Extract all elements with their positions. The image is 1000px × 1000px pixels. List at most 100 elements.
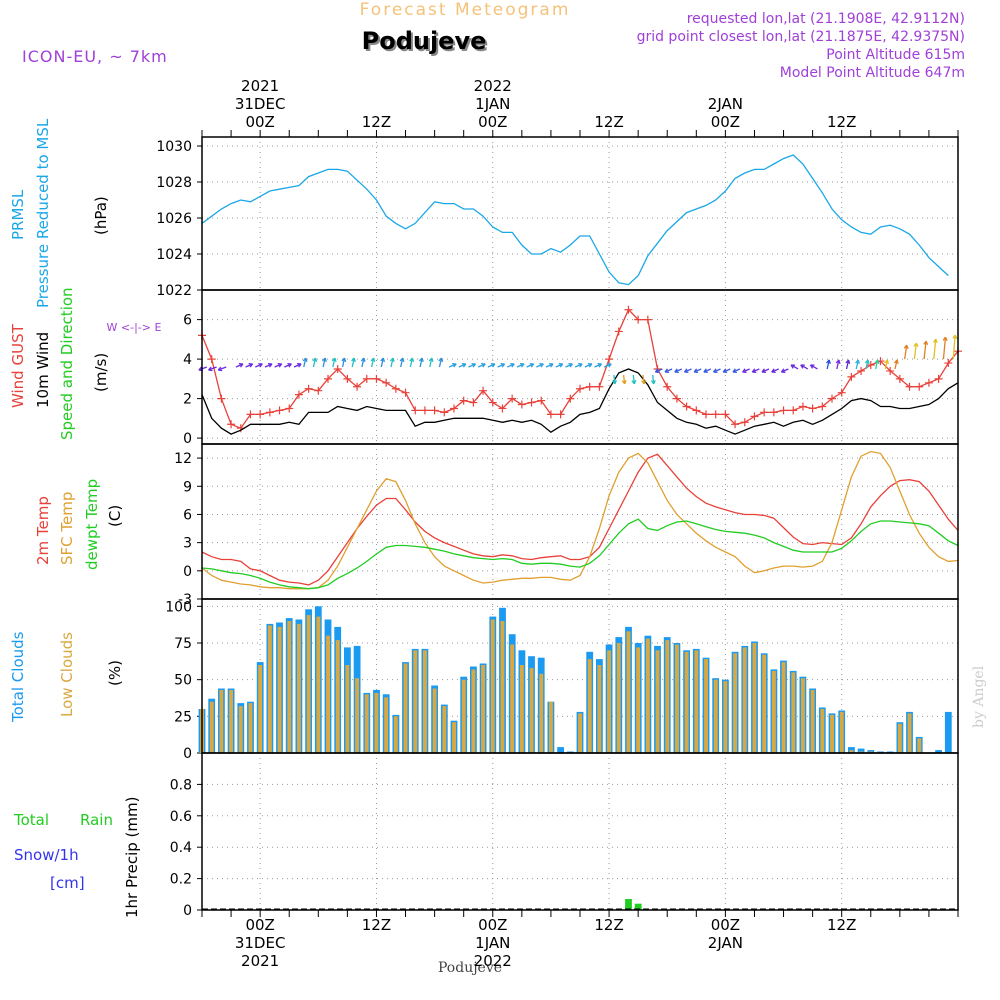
wind-arrow-head [461, 362, 467, 368]
wind-arrow-head [742, 368, 747, 374]
y-tick-label: 25 [174, 709, 192, 725]
wind-arrow-head [380, 357, 386, 362]
wind-arrow-head [500, 362, 506, 368]
y-tick-label: 0 [183, 564, 192, 580]
low-cloud-bar [607, 650, 611, 753]
model-label: ICON-EU, ~ 7km [22, 47, 168, 66]
wind-arrow-head [893, 359, 899, 364]
low-cloud-bar [384, 697, 389, 753]
top-time-label: 12Z [362, 113, 391, 131]
wind-arrow-head [351, 357, 356, 362]
wind-arrow-head [771, 368, 776, 374]
wind-arrow [218, 366, 227, 371]
wind-arrow-head [529, 362, 535, 368]
total-cloud-bar [944, 711, 952, 753]
wind-arrow-head [428, 357, 434, 362]
bottom-time-label: 2022 [474, 952, 512, 970]
low-cloud-bar [423, 650, 427, 753]
wind-arrow-head [238, 362, 244, 368]
low-cloud-bar [442, 706, 447, 753]
wind-arrow [208, 366, 217, 371]
wind-arrow [952, 335, 956, 360]
wind-arrow-head [607, 362, 612, 368]
wind-arrow-head [654, 368, 660, 374]
low-cloud-bar [839, 711, 844, 753]
panel-0: 1022 1024 1026 1028 1030 [156, 136, 959, 299]
top-time-label: 2JAN [708, 95, 743, 113]
wind-arrow-head [418, 357, 424, 362]
series-line-wind-gust [201, 308, 959, 429]
location-title-shadow: Podujeve [364, 29, 489, 57]
prmsl-label: PRMSL [9, 189, 27, 240]
gust-marker [886, 366, 895, 375]
low-cloud-bar [306, 615, 311, 753]
series-line-prmsl [201, 154, 949, 286]
precip-snow-label: Snow/1h [14, 846, 79, 864]
gust-marker [828, 394, 836, 403]
panel-4: 0 0.2 0.4 0.6 0.8 [170, 752, 959, 919]
gust-marker [265, 408, 274, 417]
wind-arrow [942, 337, 947, 360]
wind-arrow-head [826, 359, 831, 364]
wind-arrow [904, 345, 908, 360]
y-tick-label: 3 [183, 536, 192, 552]
gust-marker [333, 364, 342, 373]
wind-arrow [341, 357, 346, 368]
gust-marker [304, 384, 313, 393]
gust-marker [227, 420, 236, 429]
gust-marker [857, 366, 866, 375]
wind-arrow [613, 374, 616, 384]
point-altitude: Point Altitude 615m [826, 47, 965, 63]
gust-marker [798, 402, 807, 411]
wind-arrow-head [297, 362, 302, 368]
y-tick-label: -3 [178, 592, 192, 608]
low-cloud-bar [539, 673, 544, 753]
wind-arrow-head [855, 359, 860, 364]
cloud-unit: (%) [106, 660, 124, 686]
rain-bar [634, 903, 642, 910]
bottom-time-label: 12Z [827, 916, 856, 934]
gust-marker [605, 355, 614, 364]
wind-arrow-head [597, 362, 603, 368]
precip-rain-label: Rain [80, 811, 113, 829]
low-cloud-bar [762, 654, 767, 753]
low-cloud-bar [316, 616, 321, 753]
wind-arrow-head [587, 362, 593, 368]
low-cloud-bar [326, 635, 330, 753]
low-cloud-bar [781, 662, 786, 753]
top-time-label: 00Z [245, 113, 274, 131]
low-cloud-bar [432, 688, 437, 753]
precip-panel-labels: Total Rain Snow/1h [cm] 1hr Precip (mm) [13, 797, 141, 918]
gust-marker [789, 406, 798, 415]
low-cloud-bar [675, 644, 679, 753]
low-cloud-bar [684, 651, 689, 753]
wind-arrow [419, 357, 423, 368]
gust-marker [256, 410, 265, 419]
wind-arrow-head [248, 362, 254, 368]
gust-marker [643, 315, 652, 324]
wind-arrow-head [713, 368, 718, 374]
gust-marker [430, 406, 439, 415]
low-cloud-bar [597, 665, 602, 753]
low-cloud-bar [238, 706, 243, 753]
gust-marker [401, 388, 410, 397]
gust-marker [924, 378, 933, 387]
low-cloud-bar [248, 703, 253, 753]
total-cloud-bar [557, 747, 564, 753]
wind-arrow [409, 357, 414, 368]
pressure-msl-label: Pressure Reduced to MSL [34, 118, 52, 308]
gust-marker [663, 382, 672, 391]
low-cloud-bar [917, 738, 922, 753]
wind-arrow-head [884, 359, 890, 364]
low-cloud-bar [471, 669, 476, 753]
wind-arrow-head [952, 334, 958, 340]
wind-arrow-head [903, 344, 909, 350]
total-cloud-bar [935, 750, 942, 753]
wind-arrow [652, 374, 655, 384]
gust-marker [750, 412, 759, 421]
wind-arrow-head [683, 368, 689, 374]
wind-arrow-head [932, 338, 938, 344]
gust-marker [450, 404, 458, 413]
gust-marker [731, 420, 740, 429]
wind-arrow [865, 359, 869, 370]
